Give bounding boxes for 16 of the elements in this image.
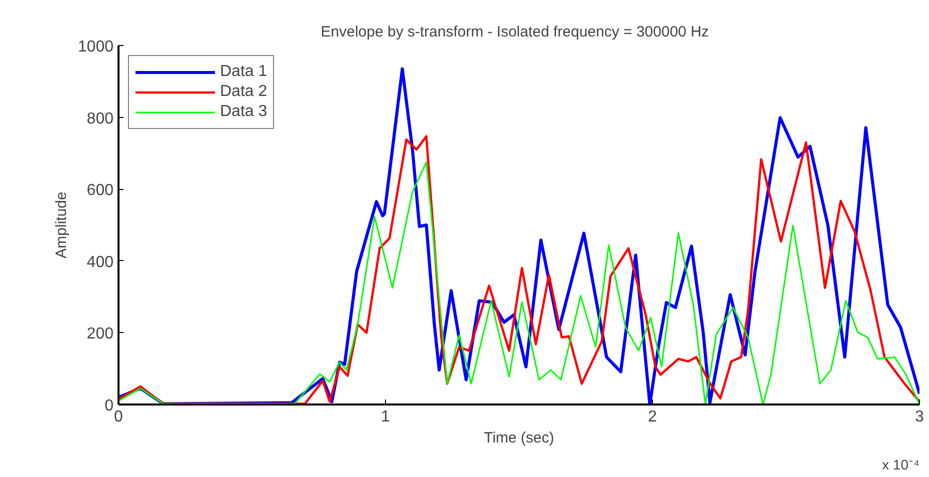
legend-label: Data 1 (220, 63, 268, 81)
legend-label: Data 2 (220, 83, 268, 101)
x-tick-label: 3 (915, 408, 924, 426)
y-tick-label: 200 (86, 326, 114, 343)
chart-title: Envelope by s-transform - Isolated frequency = 300000 Hz (320, 24, 709, 40)
x-tick-label: 2 (648, 408, 658, 426)
y-axis-title: Amplitude (52, 192, 70, 258)
y-tick-label: 0 (104, 398, 114, 414)
y-tick-label: 600 (86, 182, 114, 200)
x-tick-label: 1 (381, 408, 390, 426)
y-tick-label: 400 (86, 254, 114, 271)
y-tick-label: 1000 (78, 38, 114, 56)
legend-label: Data 3 (220, 103, 268, 121)
y-tick-label: 800 (86, 110, 114, 128)
x-axis-title: Time (sec) (484, 430, 554, 446)
text: x 10⁻⁴ (882, 456, 920, 472)
